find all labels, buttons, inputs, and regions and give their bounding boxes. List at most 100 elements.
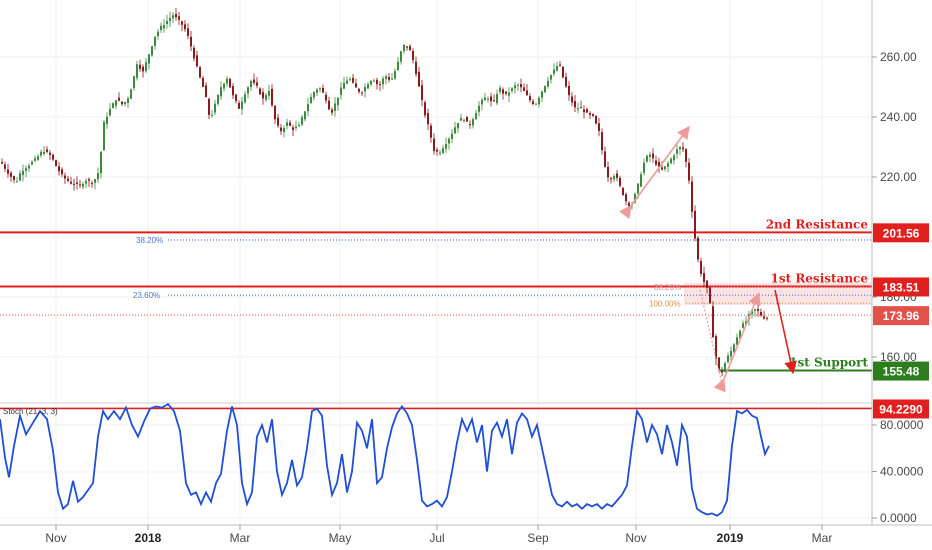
candle-body (148, 54, 150, 64)
candle-body (253, 79, 255, 83)
candle-body (763, 316, 765, 319)
candle-body (115, 100, 117, 106)
candle-body (208, 98, 210, 115)
stoch-tick-label: 0.0000 (880, 511, 917, 525)
candle-body (607, 166, 609, 178)
candle-body (16, 181, 18, 183)
candle-body (511, 88, 513, 92)
candle-body (679, 147, 681, 150)
projection-arrow (774, 289, 797, 375)
candle-body (145, 62, 147, 72)
candle-body (343, 82, 345, 89)
candle-body (124, 102, 126, 105)
candle-body (79, 184, 81, 186)
candle-body (298, 124, 300, 127)
candle-body (280, 127, 282, 132)
time-tick-label: 2018 (135, 531, 162, 545)
candle-body (595, 115, 597, 124)
candle-body (334, 103, 336, 111)
candle-body (568, 85, 570, 96)
time-tick-label: 2019 (717, 531, 744, 545)
candle-body (328, 100, 330, 110)
candle-body (415, 61, 417, 74)
time-tick-label: Sep (527, 531, 549, 545)
candle-body (157, 31, 159, 37)
candle-body (484, 97, 486, 101)
candle-body (694, 210, 696, 239)
candle-body (322, 87, 324, 93)
price-tick-label: 240.00 (880, 110, 917, 124)
stoch-indicator-label: Stoch (21, 3, 3) (3, 407, 58, 416)
candle-body (439, 152, 441, 154)
candle-body (271, 88, 273, 106)
candle-body (265, 95, 267, 100)
level-2-tag-label: 155.48 (883, 365, 920, 379)
candle-body (664, 166, 666, 170)
candle-body (40, 151, 42, 156)
candle-body (55, 160, 57, 167)
fib-label: 38.20% (654, 283, 681, 292)
candle-body (340, 87, 342, 95)
candle-body (730, 350, 732, 357)
candle-body (460, 117, 462, 121)
candle-body (427, 113, 429, 125)
candle-body (391, 78, 393, 80)
candle-body (313, 92, 315, 98)
candle-body (70, 181, 72, 184)
candle-body (223, 83, 225, 89)
candle-body (355, 83, 357, 88)
candle-body (106, 116, 108, 125)
candle-body (598, 123, 600, 132)
candle-body (454, 127, 456, 134)
candle-body (22, 170, 24, 176)
candle-body (406, 46, 408, 48)
price-tick-label: 260.00 (880, 50, 917, 64)
fib-label: 100.00% (649, 299, 681, 308)
candle-body (232, 86, 234, 96)
candle-body (709, 287, 711, 304)
candle-body (448, 138, 450, 144)
candle-body (754, 309, 756, 311)
candle-body (640, 174, 642, 187)
candle-body (538, 97, 540, 105)
candle-body (181, 21, 183, 25)
candle-body (121, 101, 123, 105)
level-0-tag-label: 201.56 (883, 226, 920, 240)
candle-body (520, 84, 522, 88)
candle-body (220, 87, 222, 97)
candle-body (559, 64, 561, 66)
candle-body (169, 18, 171, 22)
candle-body (481, 99, 483, 105)
candle-body (622, 187, 624, 195)
candle-body (691, 181, 693, 212)
candle-body (274, 105, 276, 120)
candle-body (712, 306, 714, 338)
candle-body (190, 36, 192, 47)
candle-body (349, 79, 351, 81)
time-tick-label: Mar (230, 531, 251, 545)
candle-body (625, 194, 627, 202)
candle-body (370, 81, 372, 85)
candle-body (586, 109, 588, 113)
candle-body (172, 15, 174, 19)
candle-body (373, 80, 375, 82)
candle-body (235, 94, 237, 101)
candle-body (550, 74, 552, 80)
candle-body (88, 179, 90, 181)
candle-body (403, 44, 405, 52)
candle-body (154, 36, 156, 46)
candle-body (502, 89, 504, 94)
candle-body (352, 77, 354, 83)
pattern-leg-ab (619, 125, 690, 219)
candle-body (661, 167, 663, 170)
candle-body (1, 162, 3, 164)
candle-body (310, 96, 312, 104)
stoch-level-tag-box (873, 399, 929, 419)
level-1-tag-label: 183.51 (883, 280, 920, 294)
candle-body (262, 92, 264, 99)
candle-body (205, 85, 207, 98)
price-tick-label: 160.00 (880, 350, 917, 364)
candle-body (394, 71, 396, 79)
